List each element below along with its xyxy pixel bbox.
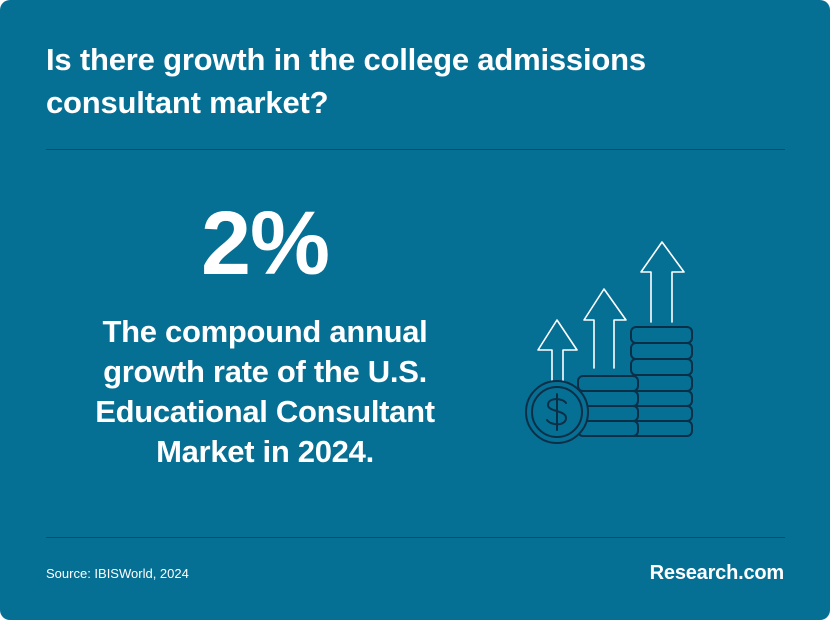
page-title: Is there growth in the college admission… bbox=[46, 42, 646, 120]
top-divider bbox=[46, 149, 785, 150]
growth-coins-arrows-icon bbox=[525, 241, 693, 444]
arrow-icon-right bbox=[640, 241, 685, 323]
stat-value: 2% bbox=[200, 194, 330, 294]
brand-logo: Research.com bbox=[649, 562, 785, 584]
coin-stack-middle bbox=[577, 375, 639, 437]
arrow-icon-left bbox=[537, 319, 578, 385]
dollar-coin-icon bbox=[525, 380, 589, 444]
coin-stack-right bbox=[630, 326, 693, 437]
source-citation: Source: IBISWorld, 2024 bbox=[46, 566, 189, 581]
bottom-divider bbox=[46, 537, 785, 538]
arrow-icon-middle bbox=[583, 288, 627, 369]
stat-description: The compound annual growth rate of the U… bbox=[95, 314, 435, 469]
